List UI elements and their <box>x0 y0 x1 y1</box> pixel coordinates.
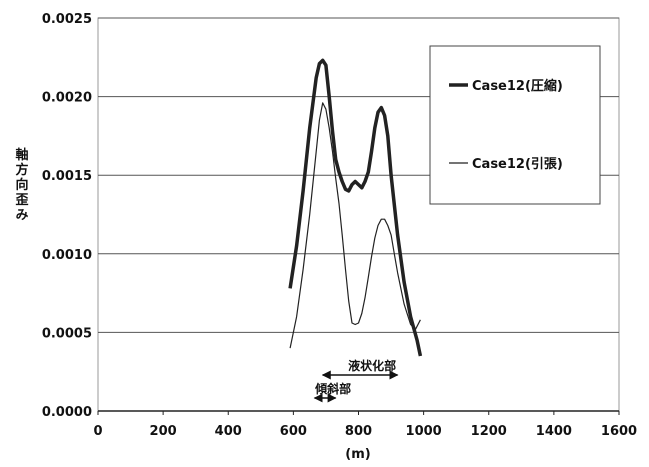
y-tick-label: 0.0020 <box>42 91 92 106</box>
y-tick-label: 0.0005 <box>42 326 92 341</box>
x-tick-label: 1600 <box>601 424 637 439</box>
legend-label-compression: Case12(圧縮) <box>472 78 563 94</box>
x-tick-label: 0 <box>93 424 102 439</box>
y-tick-label: 0.0025 <box>42 12 92 27</box>
legend-box <box>429 45 601 205</box>
x-tick-label: 200 <box>150 424 177 439</box>
x-axis-label: (m) <box>345 447 370 462</box>
annotation-label: 液状化部 <box>348 358 396 373</box>
x-tick-labels: 0 200 400 600 800 1000 1200 1400 1600 <box>93 411 637 439</box>
y-tick-label: 0.0010 <box>42 248 92 263</box>
y-axis-label: 軸方向歪み <box>13 147 29 223</box>
x-tick-label: 1400 <box>536 424 572 439</box>
series-line-tension <box>289 102 421 349</box>
series-lines <box>288 58 423 357</box>
x-tick-label: 800 <box>345 424 372 439</box>
series-line-compression <box>288 58 423 357</box>
x-tick-label: 600 <box>280 424 307 439</box>
annotation-label: 傾斜部 <box>314 381 351 396</box>
legend-label-tension: Case12(引張) <box>472 157 563 172</box>
x-tick-label: 1000 <box>406 424 442 439</box>
y-tick-label: 0.0000 <box>42 405 92 420</box>
y-tick-labels: 0.0000 0.0005 0.0010 0.0015 0.0020 0.0025 <box>42 12 92 420</box>
x-tick-label: 400 <box>215 424 242 439</box>
x-tick-label: 1200 <box>471 424 507 439</box>
y-tick-label: 0.0015 <box>42 169 92 184</box>
legend: Case12(圧縮) Case12(引張) <box>429 45 601 205</box>
